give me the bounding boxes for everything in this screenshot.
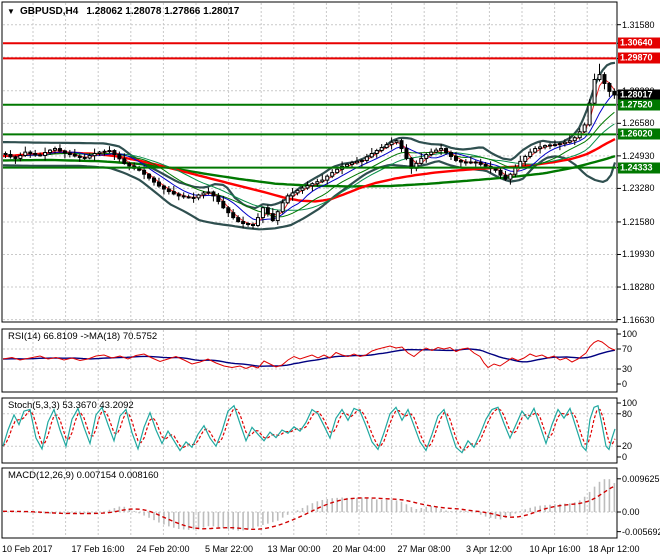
macd-scale-label: -0.005692 [622, 526, 660, 537]
ohlc-values: 1.28062 1.28078 1.27866 1.28017 [86, 6, 240, 17]
symbol-period-label: GBPUSD,H4 [20, 6, 79, 17]
symbol-dropdown-icon[interactable]: ▼ [7, 7, 15, 16]
time-label: 24 Feb 20:00 [136, 544, 190, 554]
price-badge-support: 1.27520 [618, 99, 660, 111]
rsi-scale-label: 0 [622, 379, 628, 389]
price-grid-label: 1.18280 [622, 282, 655, 293]
time-label: 5 Mar 22:00 [204, 544, 254, 554]
price-grid-label: 1.23280 [622, 183, 655, 194]
time-label: 10 Feb 2017 [2, 544, 53, 554]
price-badge-support: 1.26020 [618, 128, 660, 140]
price-grid-label: 1.21580 [622, 216, 655, 227]
macd-indicator-label: MACD(12,26,9) 0.007154 0.008160 [8, 470, 159, 481]
price-grid-label: 1.16630 [622, 314, 655, 325]
time-label: 3 Apr 12:00 [465, 544, 513, 554]
time-label: 10 Apr 16:00 [529, 544, 581, 554]
time-label: 20 Mar 04:00 [332, 544, 386, 554]
price-grid-label: 1.19930 [622, 249, 655, 260]
chart-title: GBPUSD,H4 1.28062 1.28078 1.27866 1.28017 [20, 6, 239, 17]
rsi-scale-label: 100 [622, 329, 638, 339]
price-grid-label: 1.26580 [622, 118, 655, 129]
time-label: 17 Feb 16:00 [71, 544, 125, 554]
time-label: 13 Mar 00:00 [267, 544, 321, 554]
price-badge-resistance: 1.29870 [618, 52, 660, 64]
stoch-scale-label: 100 [622, 398, 638, 408]
time-label: 18 Apr 12:00 [588, 544, 640, 554]
macd-scale-label: 0.009625 [622, 473, 660, 484]
stoch-scale-label: 20 [622, 441, 633, 452]
price-grid-label: 1.31580 [622, 19, 655, 30]
price-grid-label: 1.24930 [622, 150, 655, 161]
price-badge-current-price: 1.28017 [618, 89, 660, 101]
rsi-indicator-label: RSI(14) 66.8109 ->MA(18) 70.5752 [8, 331, 158, 342]
price-badge-support: 1.24333 [618, 162, 660, 174]
rsi-scale-label: 30 [622, 364, 633, 374]
stoch-scale-label: 0 [622, 452, 628, 462]
stoch-scale-label: 80 [622, 408, 633, 419]
time-label: 27 Mar 08:00 [397, 544, 451, 554]
price-badge-resistance: 1.30640 [618, 37, 660, 49]
macd-scale-label: 0.00 [622, 507, 640, 517]
rsi-scale-label: 70 [622, 344, 633, 354]
stoch-indicator-label: Stoch(5,3,3) 53.3670 43.2092 [8, 400, 134, 411]
